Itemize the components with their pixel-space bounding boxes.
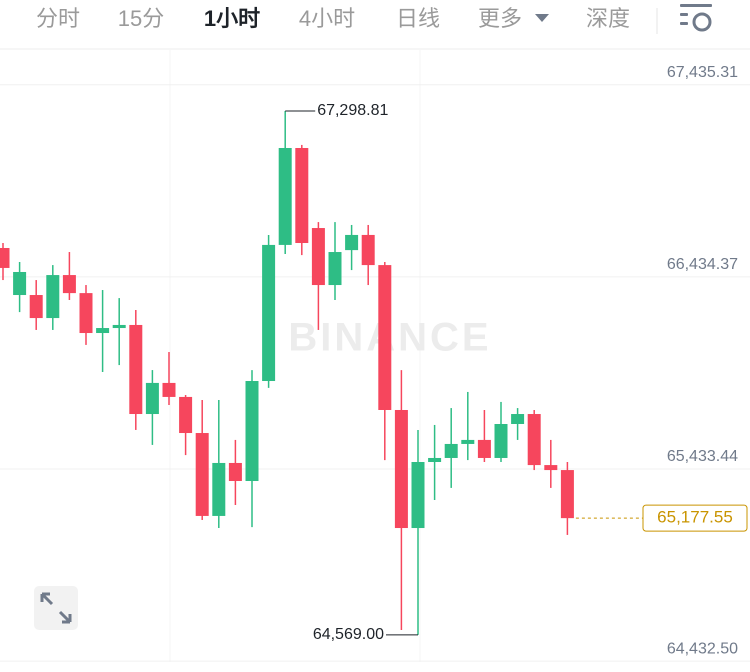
y-tick-label: 67,435.31 xyxy=(667,64,738,81)
candle-body xyxy=(228,462,242,482)
last-price-label: 65,177.55 xyxy=(657,508,733,527)
expand-bg xyxy=(34,586,78,630)
tab[interactable]: 4小时 xyxy=(299,6,355,31)
candle-body xyxy=(428,457,442,463)
candle-body xyxy=(129,324,143,415)
candle-body xyxy=(378,265,392,410)
tab[interactable]: 15分 xyxy=(118,6,164,31)
candle-body xyxy=(145,382,159,415)
tab[interactable]: 分时 xyxy=(36,6,80,31)
candle-body xyxy=(311,228,325,286)
candle-body xyxy=(245,381,259,482)
candle-body xyxy=(195,433,209,516)
tab[interactable]: 日线 xyxy=(396,6,440,31)
candle-body xyxy=(461,439,475,444)
candle-body xyxy=(328,252,342,286)
last-price-box xyxy=(642,504,748,532)
candle-body xyxy=(477,439,491,458)
candle-body xyxy=(361,234,375,266)
candle-body xyxy=(96,328,110,334)
candle-body xyxy=(511,414,525,425)
tab[interactable]: 深度 xyxy=(586,6,630,31)
expand-button[interactable] xyxy=(34,586,78,630)
icon-bar xyxy=(680,13,688,16)
high-label: 67,298.81 xyxy=(317,102,388,119)
candle-body xyxy=(112,324,126,329)
candle-body xyxy=(62,275,76,294)
candle-body xyxy=(411,462,425,529)
candle-body xyxy=(179,396,193,434)
candle-body xyxy=(494,424,508,458)
candle-body xyxy=(0,247,10,268)
y-tick-label: 64,432.50 xyxy=(667,640,738,657)
candle-body xyxy=(394,409,408,529)
icon-bar xyxy=(680,22,688,25)
candle-body xyxy=(212,462,226,516)
candle-body xyxy=(295,147,309,244)
candle-body xyxy=(262,244,276,382)
candle-body xyxy=(560,470,574,519)
icon-bar xyxy=(680,4,712,7)
icon-gear xyxy=(692,12,712,32)
candle-body xyxy=(29,295,43,319)
candle-body xyxy=(444,443,458,458)
candle-body xyxy=(544,465,558,471)
candle-body xyxy=(46,275,60,319)
candle-body xyxy=(527,414,541,466)
dropdown-caret xyxy=(535,14,549,22)
y-tick-label: 66,434.37 xyxy=(667,256,738,273)
tab[interactable]: 1小时 xyxy=(204,6,260,31)
candle-body xyxy=(345,234,359,251)
expand-arrows xyxy=(40,592,72,624)
candle-body xyxy=(13,271,27,296)
candle-body xyxy=(278,147,292,245)
candle-body xyxy=(162,382,176,397)
tab[interactable]: 更多 xyxy=(478,6,522,31)
y-tick-label: 65,433.44 xyxy=(667,448,738,465)
low-label: 64,569.00 xyxy=(313,626,384,643)
candle-body xyxy=(79,293,93,334)
settings-icon[interactable] xyxy=(680,4,712,32)
